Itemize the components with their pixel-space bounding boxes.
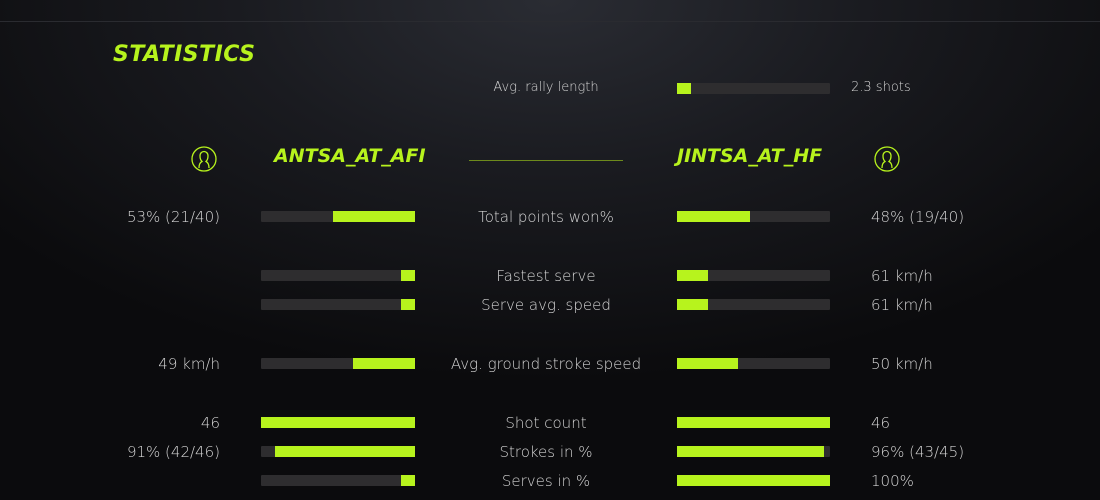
- stat-left-bar: [261, 358, 415, 369]
- user-circle-icon: [191, 146, 217, 172]
- stat-right-value: 61 km/h: [871, 296, 933, 314]
- stat-row: 49 km/h Avg. ground stroke speed 50 km/h: [0, 355, 1100, 375]
- stat-label: Avg. rally length: [493, 80, 599, 95]
- stat-label: Avg. ground stroke speed: [450, 355, 642, 373]
- page-title: STATISTICS: [113, 42, 256, 67]
- stat-left-bar-fill: [353, 358, 415, 369]
- stat-right-bar: [677, 417, 830, 428]
- stat-left-bar-fill: [261, 417, 415, 428]
- stat-row: 46 Shot count 46: [0, 414, 1100, 434]
- stat-left-bar: [261, 211, 415, 222]
- stat-right-bar: [677, 446, 830, 457]
- stat-row: 91% (42/46) Strokes in % 96% (43/45): [0, 443, 1100, 463]
- stat-left-value: 91% (42/46): [126, 443, 220, 461]
- stat-right-bar: [677, 299, 830, 310]
- stat-left-bar-fill: [401, 270, 415, 281]
- stat-left-bar: [261, 270, 415, 281]
- stat-right-value: 96% (43/45): [871, 443, 965, 461]
- header-separator: [469, 160, 623, 161]
- stat-right-bar: [677, 358, 830, 369]
- stat-label: Fastest serve: [496, 267, 596, 285]
- top-divider: [0, 21, 1100, 22]
- stat-left-bar: [261, 475, 415, 486]
- stat-right-bar: [677, 211, 830, 222]
- stat-left-bar-fill: [274, 446, 415, 457]
- stat-row: Serves in % 100%: [0, 472, 1100, 492]
- stat-row: 53% (21/40) Total points won% 48% (19/40…: [0, 208, 1100, 228]
- stat-right-bar-fill: [677, 358, 739, 369]
- stat-left-value: 53% (21/40): [126, 208, 220, 226]
- player-right-name: JINTSA_AT_HF: [677, 145, 823, 167]
- stat-label: Serves in %: [501, 472, 591, 490]
- stat-label: Total points won%: [478, 208, 614, 226]
- stat-right-bar: [677, 270, 830, 281]
- stat-left-bar-fill: [401, 475, 415, 486]
- stat-right-bar-fill: [677, 475, 830, 486]
- stat-label: Shot count: [505, 414, 587, 432]
- stat-left-bar: [261, 417, 415, 428]
- stat-right-bar-fill: [677, 299, 708, 310]
- stat-right-bar-fill: [677, 417, 830, 428]
- stat-right-value: 46: [871, 414, 891, 432]
- stat-left-bar-fill: [333, 211, 415, 222]
- stat-left-bar: [261, 446, 415, 457]
- player-left-name: ANTSA_AT_AFI: [274, 145, 426, 167]
- stat-label: Serve avg. speed: [481, 296, 611, 314]
- stat-right-bar-fill: [677, 270, 708, 281]
- stat-left-bar: [261, 299, 415, 310]
- stat-right-value: 100%: [871, 472, 914, 490]
- stat-right-value: 61 km/h: [871, 267, 933, 285]
- stat-label: Strokes in %: [499, 443, 593, 461]
- stat-left-value: 49 km/h: [158, 355, 220, 373]
- stat-row-rally: Avg. rally length 2.3 shots: [0, 80, 1100, 100]
- stat-row: Serve avg. speed 61 km/h: [0, 296, 1100, 316]
- user-circle-icon: [874, 146, 900, 172]
- stat-right-bar-fill: [677, 446, 824, 457]
- stat-right-bar: [677, 475, 830, 486]
- stat-left-bar-fill: [401, 299, 415, 310]
- stat-left-value: 46: [200, 414, 220, 432]
- rally-value: 2.3 shots: [851, 80, 911, 95]
- rally-bar-fill: [677, 83, 691, 94]
- stat-row: Fastest serve 61 km/h: [0, 267, 1100, 287]
- rally-bar: [677, 83, 830, 94]
- stat-right-bar-fill: [677, 211, 751, 222]
- stat-right-value: 50 km/h: [871, 355, 933, 373]
- stat-right-value: 48% (19/40): [871, 208, 965, 226]
